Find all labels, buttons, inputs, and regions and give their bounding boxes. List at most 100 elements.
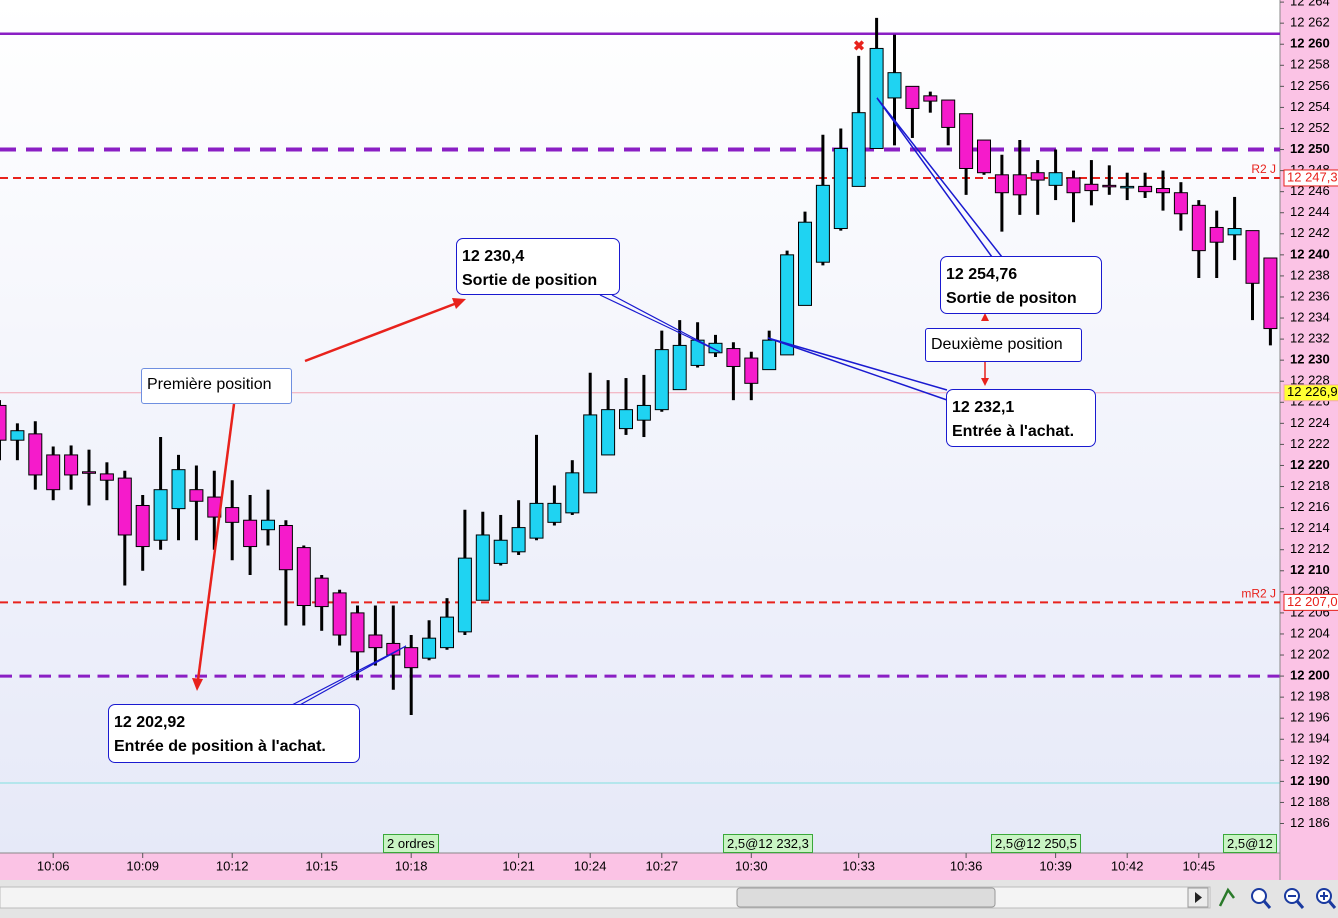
annotation-text: Première position — [147, 376, 272, 393]
order-tag[interactable]: 2,5@12 232,3 — [723, 834, 813, 853]
y-tick-label: 12 212 — [1290, 541, 1330, 556]
y-tick-label: 12 254 — [1290, 99, 1330, 114]
candle-body — [762, 339, 777, 371]
candle-body — [815, 184, 830, 263]
order-tag[interactable]: 2,5@12 250,5 — [991, 834, 1081, 853]
candle-body — [547, 502, 562, 523]
y-tick-label: 12 204 — [1290, 625, 1330, 640]
candle-body — [171, 469, 186, 510]
callout — [767, 337, 948, 401]
candle-body — [1263, 257, 1278, 330]
candle-body — [1030, 172, 1045, 181]
candle-body — [672, 344, 687, 391]
candle-body — [1245, 230, 1260, 284]
candle-body — [744, 357, 759, 384]
candle-body — [189, 489, 204, 502]
x-tick-label: 10:15 — [305, 858, 338, 873]
x-tick-label: 10:24 — [574, 858, 607, 873]
y-tick-label: 12 220 — [1290, 457, 1330, 472]
candle-body — [887, 72, 902, 99]
annotation-text: Entrée de position à l'achat. — [114, 738, 326, 755]
candle-body — [46, 454, 61, 491]
y-tick-label: 12 242 — [1290, 225, 1330, 240]
candle-body — [1012, 174, 1027, 196]
candle-body — [278, 524, 293, 571]
candle-body — [851, 112, 866, 187]
x-tick-label: 10:45 — [1183, 858, 1216, 873]
arrowhead — [981, 313, 989, 321]
price-tag — [1283, 169, 1338, 187]
candle-body — [10, 430, 25, 441]
zoom-fit-button[interactable] — [1251, 888, 1267, 904]
annotation-box: 12 232,1 Entrée à l'achat. — [946, 389, 1096, 447]
candle-body — [117, 477, 132, 536]
annotation-box: Deuxième position — [925, 328, 1082, 362]
candle-body — [153, 489, 168, 541]
x-tick-label: 10:33 — [842, 858, 875, 873]
candle-body — [28, 433, 43, 476]
x-tick-label: 10:30 — [735, 858, 768, 873]
y-tick-label: 12 222 — [1290, 436, 1330, 451]
candle-body — [422, 637, 437, 659]
scroll-arrow-icon — [1195, 892, 1202, 903]
trade-marker: ✖ — [853, 38, 865, 54]
annotation-text: Entrée à l'achat. — [952, 423, 1075, 440]
candle-body — [905, 85, 920, 109]
y-tick-label: 12 218 — [1290, 478, 1330, 493]
y-tick-label: 12 244 — [1290, 204, 1330, 219]
candle-body — [1138, 185, 1153, 193]
y-tick-label: 12 236 — [1290, 288, 1330, 303]
scrollbar-thumb[interactable] — [736, 887, 996, 908]
callout — [876, 97, 1003, 258]
x-tick-label: 10:21 — [502, 858, 535, 873]
x-tick-label: 10:09 — [126, 858, 159, 873]
level-label: R2 J — [1251, 162, 1276, 176]
y-tick-label: 12 186 — [1290, 815, 1330, 830]
candle-body — [1084, 183, 1099, 192]
candle-body — [601, 409, 616, 456]
arrow — [304, 301, 458, 363]
arrowhead — [452, 298, 466, 309]
toolbar — [1218, 887, 1337, 909]
x-tick-label: 10:18 — [395, 858, 428, 873]
candle-body — [404, 647, 419, 669]
candle-body — [1156, 188, 1170, 194]
y-tick-label: 12 202 — [1290, 646, 1330, 661]
order-tag[interactable]: 2 ordres — [383, 834, 439, 853]
order-tag[interactable]: 2,5@12 — [1223, 834, 1277, 853]
candle-body — [511, 527, 526, 553]
candle-body — [296, 547, 311, 607]
candle-body — [1102, 184, 1117, 188]
annotation-price: 12 202,92 — [114, 714, 186, 731]
price-tag-label: 12 207,0 — [1287, 594, 1338, 609]
callout — [289, 645, 407, 707]
annotation-box: 12 254,76 Sortie de positon — [940, 256, 1102, 314]
x-tick-label: 10:42 — [1111, 858, 1144, 873]
x-tick-label: 10:39 — [1039, 858, 1072, 873]
tool-icon — [1218, 887, 1235, 907]
annotation-box: 12 202,92 Entrée de position à l'achat. — [108, 704, 360, 763]
x-tick-label: 10:12 — [216, 858, 249, 873]
tool-icon — [1327, 900, 1337, 909]
annotation-price: 12 230,4 — [462, 248, 525, 265]
price-tag — [1283, 593, 1338, 611]
y-tick-label: 12 230 — [1290, 352, 1330, 367]
scrollbar-track[interactable] — [0, 886, 1211, 909]
candle-body — [368, 634, 383, 649]
candles — [0, 17, 1278, 716]
y-tick-label: 12 228 — [1290, 373, 1330, 388]
candle-body — [225, 507, 240, 523]
candle-body — [440, 616, 454, 649]
candle-body — [1227, 228, 1242, 236]
y-tick-label: 12 200 — [1290, 668, 1330, 683]
candle-body — [529, 502, 544, 539]
y-tick-label: 12 214 — [1290, 520, 1330, 535]
y-tick-label: 12 260 — [1290, 36, 1330, 51]
y-tick-label: 12 196 — [1290, 710, 1330, 725]
y-tick-label: 12 216 — [1290, 499, 1330, 514]
arrowhead — [192, 678, 203, 691]
annotation-box: 12 230,4 Sortie de position — [456, 238, 620, 295]
x-tick-label: 10:27 — [646, 858, 679, 873]
tool-icon — [1320, 892, 1328, 900]
y-tick-label: 12 246 — [1290, 183, 1330, 198]
